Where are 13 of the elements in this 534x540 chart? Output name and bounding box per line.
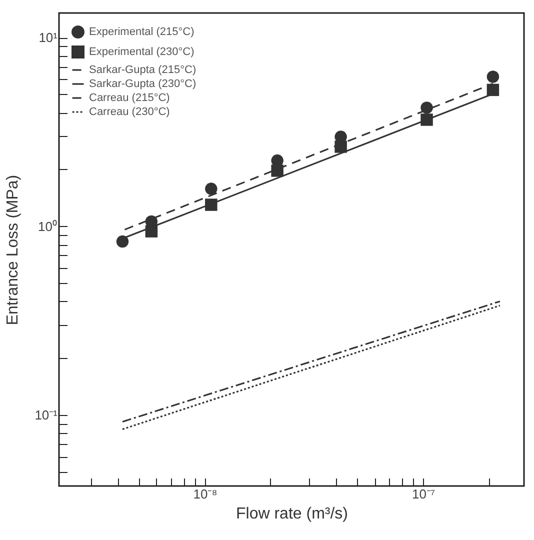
y-axis-title: Entrance Loss (MPa) — [4, 174, 22, 326]
y-tick-label: 10⁰ — [38, 218, 58, 234]
x-tick-label: 10⁻⁷ — [412, 486, 436, 502]
legend-label: Experimental (215°C) — [89, 26, 194, 38]
legend-label: Sarkar-Gupta (230°C) — [89, 78, 196, 90]
y-tick-label: 10⁻¹ — [34, 407, 58, 422]
x-axis-title: Flow rate (m³/s) — [236, 506, 348, 522]
legend-label: Sarkar-Gupta (215°C) — [89, 64, 196, 76]
y-tick-label: 10¹ — [38, 30, 58, 46]
x-tick-label: 10⁻⁸ — [193, 486, 218, 502]
legend-label: Carreau (230°C) — [89, 106, 170, 118]
legend-label: Experimental (230°C) — [89, 46, 194, 58]
legend-label: Carreau (215°C) — [89, 92, 170, 104]
